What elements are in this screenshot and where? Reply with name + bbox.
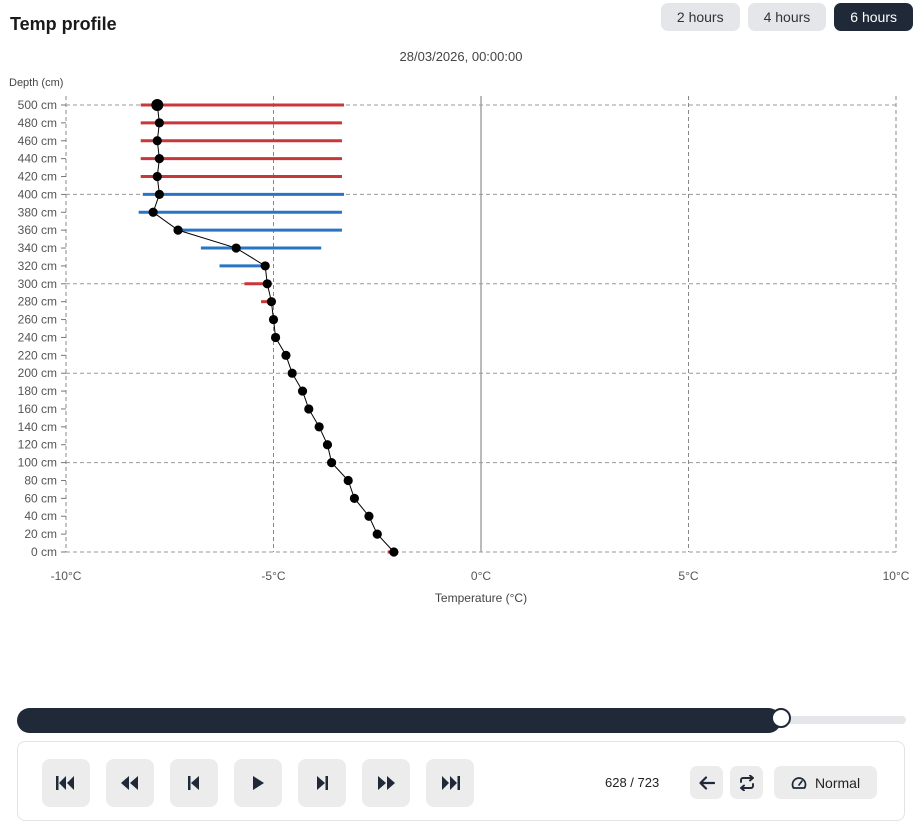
profile-point bbox=[364, 511, 374, 521]
chart-timestamp: 28/03/2026, 00:00:00 bbox=[399, 49, 523, 64]
step-back-button[interactable] bbox=[170, 759, 218, 807]
profile-point bbox=[154, 154, 164, 164]
progress-fill bbox=[17, 708, 781, 733]
rewind-icon bbox=[121, 776, 138, 790]
profile-point bbox=[154, 118, 164, 128]
profile-point bbox=[266, 297, 277, 307]
y-tick-label: 360 cm bbox=[18, 223, 57, 237]
x-tick-label: -5°C bbox=[261, 569, 285, 583]
y-tick-label: 180 cm bbox=[18, 384, 57, 398]
y-tick-label: 480 cm bbox=[18, 116, 57, 130]
profile-point bbox=[262, 279, 272, 289]
step-forward-icon bbox=[317, 776, 328, 790]
profile-point bbox=[349, 493, 360, 503]
y-tick-label: 340 cm bbox=[18, 241, 57, 255]
player-controls: 628 / 723 Normal bbox=[17, 741, 905, 821]
profile-point bbox=[152, 171, 162, 182]
playback-speed-button[interactable]: Normal bbox=[774, 766, 877, 799]
y-tick-label: 280 cm bbox=[18, 295, 57, 309]
y-tick-label: 380 cm bbox=[18, 205, 57, 219]
skip-to-end-button[interactable] bbox=[426, 759, 474, 807]
fast-forward-icon bbox=[378, 776, 395, 790]
y-tick-label: 320 cm bbox=[18, 259, 57, 273]
y-tick-label: 300 cm bbox=[18, 277, 57, 291]
profile-point bbox=[268, 314, 279, 325]
skip-to-start-button[interactable] bbox=[42, 759, 90, 807]
speedometer-icon bbox=[791, 776, 807, 789]
profile-point bbox=[343, 475, 353, 486]
profile-point bbox=[389, 547, 399, 557]
profile-point bbox=[372, 529, 382, 539]
y-tick-label: 240 cm bbox=[18, 330, 57, 344]
play-button[interactable] bbox=[234, 759, 282, 807]
y-tick-label: 0 cm bbox=[31, 545, 57, 559]
x-axis-label: Temperature (°C) bbox=[435, 591, 527, 605]
chart-grid bbox=[65, 96, 897, 553]
x-tick-label: -10°C bbox=[51, 569, 82, 583]
profile-point bbox=[260, 261, 270, 271]
y-tick-label: 260 cm bbox=[18, 313, 57, 327]
profile-point bbox=[327, 458, 337, 468]
play-icon bbox=[253, 776, 264, 790]
repeat-icon bbox=[739, 774, 754, 791]
y-tick-label: 200 cm bbox=[18, 366, 57, 380]
rewind-button[interactable] bbox=[106, 759, 154, 807]
y-tick-label: 100 cm bbox=[18, 456, 57, 470]
arrow-left-icon bbox=[698, 775, 715, 790]
frame-counter: 628 / 723 bbox=[605, 775, 660, 790]
reverse-direction-button[interactable] bbox=[690, 766, 723, 799]
y-tick-label: 500 cm bbox=[18, 98, 57, 112]
y-tick-label: 80 cm bbox=[24, 473, 57, 487]
x-tick-label: 10°C bbox=[883, 569, 910, 583]
range-2-hours-button[interactable]: 2 hours bbox=[660, 3, 740, 31]
fast-forward-button[interactable] bbox=[362, 759, 410, 807]
y-tick-label: 440 cm bbox=[18, 152, 57, 166]
progress-handle[interactable] bbox=[771, 708, 791, 728]
profile-point bbox=[281, 350, 291, 360]
skip-to-end-icon bbox=[442, 776, 460, 790]
y-tick-label: 20 cm bbox=[24, 527, 57, 541]
y-tick-label: 420 cm bbox=[18, 170, 57, 184]
profile-point bbox=[173, 225, 183, 235]
y-tick-label: 140 cm bbox=[18, 420, 57, 434]
y-tick-label: 160 cm bbox=[18, 402, 57, 416]
range-6-hours-button[interactable]: 6 hours bbox=[834, 3, 913, 31]
profile-series bbox=[148, 99, 399, 557]
step-forward-button[interactable] bbox=[298, 759, 346, 807]
profile-point bbox=[314, 422, 324, 432]
profile-point bbox=[297, 386, 308, 396]
x-tick-label: 5°C bbox=[678, 569, 698, 583]
profile-point bbox=[152, 136, 162, 146]
step-back-icon bbox=[188, 776, 199, 790]
range-4-hours-button[interactable]: 4 hours bbox=[747, 3, 827, 31]
profile-point bbox=[151, 99, 164, 111]
profile-point bbox=[231, 243, 241, 253]
axis-ticks: -10°C -5°C 0°C 5°C 10°C 0 cm 20 cm 40 cm 60 cm 80… bbox=[18, 98, 910, 583]
playback-speed-label: Normal bbox=[814, 774, 861, 791]
profile-point bbox=[304, 404, 314, 414]
y-tick-label: 40 cm bbox=[24, 509, 57, 523]
time-range-selector: 2 hours 4 hours 6 hours bbox=[660, 3, 913, 31]
loop-button[interactable] bbox=[730, 766, 763, 799]
skip-to-start-icon bbox=[56, 776, 74, 790]
profile-point bbox=[270, 332, 281, 343]
page-title: Temp profile bbox=[10, 14, 117, 34]
y-tick-label: 120 cm bbox=[18, 438, 57, 452]
x-tick-label: 0°C bbox=[471, 569, 491, 583]
profile-point bbox=[154, 189, 164, 199]
profile-point bbox=[287, 368, 297, 378]
y-tick-label: 460 cm bbox=[18, 134, 57, 148]
profile-point bbox=[322, 440, 333, 450]
range-bars bbox=[138, 103, 394, 554]
y-tick-label: 400 cm bbox=[18, 187, 57, 201]
profile-point bbox=[148, 207, 158, 217]
y-axis-label: Depth (cm) bbox=[9, 77, 63, 89]
y-tick-label: 220 cm bbox=[18, 348, 57, 362]
y-tick-label: 60 cm bbox=[24, 491, 57, 505]
temperature-profile-chart: Depth (cm) Temperature (°C) -10°C -5°C 0°C… bbox=[9, 77, 910, 605]
